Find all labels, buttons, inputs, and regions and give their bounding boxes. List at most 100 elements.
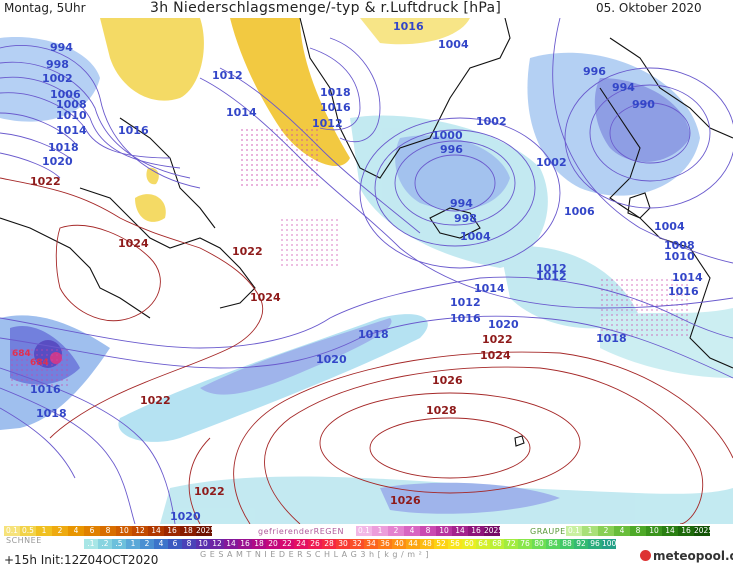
rain-area <box>200 318 392 395</box>
isobar-label: 1012 <box>536 270 567 283</box>
isobar-label: 994 <box>450 197 473 210</box>
legend-swatch: 96 <box>588 539 602 549</box>
legend-swatch: 16 <box>468 526 484 536</box>
legend-swatch: 16 <box>678 526 694 536</box>
isobar-label: 996 <box>440 143 463 156</box>
baffin-coast <box>119 117 216 229</box>
labrador-coast <box>79 187 256 309</box>
isobars-high <box>0 177 733 524</box>
isobar-label: 1004 <box>460 230 491 243</box>
isobar-label: 1000 <box>432 129 463 142</box>
meteopool-logo[interactable]: meteopool.org <box>640 549 733 563</box>
isobar-label: 1018 <box>36 407 67 420</box>
legend-swatch: 14 <box>148 526 164 536</box>
legend-swatch: 60 <box>462 539 476 549</box>
legend-swatch: 0.1 <box>356 526 372 536</box>
greenland-coast <box>299 18 511 179</box>
legend-swatch: 24 <box>294 539 308 549</box>
isobar-label: 1026 <box>432 374 463 387</box>
weather-map[interactable]: 994 998 1002 1006 1008 1010 1014 1016 10… <box>0 18 733 524</box>
isobar-label: 1016 <box>118 124 149 137</box>
legend-swatch: 6 <box>84 526 100 536</box>
legend-swatch: 80 <box>532 539 546 549</box>
isobar-label: 684 <box>30 358 49 368</box>
isobar-label: 1014 <box>226 106 257 119</box>
isobar-label: 1006 <box>564 205 595 218</box>
iceland-coast <box>429 207 481 239</box>
isobar-label: 1004 <box>438 38 469 51</box>
legend-swatch: 4 <box>404 526 420 536</box>
legend-swatch: 30 <box>336 539 350 549</box>
isobar-labels-red: 1022 1024 1022 1024 1022 1024 1026 1028 … <box>12 175 513 507</box>
isobar-label: 684 <box>12 349 31 359</box>
legend-swatch: 18 <box>180 526 196 536</box>
legend-swatch: 1 <box>582 526 598 536</box>
snow-label: SCHNEE <box>6 536 42 545</box>
legend-swatch: .2 <box>98 539 112 549</box>
map-title: 3h Niederschlagsmenge/-typ & r.Luftdruck… <box>150 0 502 16</box>
legend-swatch: 1 <box>126 539 140 549</box>
legend-swatch: 0.1 <box>4 526 20 536</box>
legend-swatch: 14 <box>662 526 678 536</box>
legend-swatch: 0.1 <box>566 526 582 536</box>
isobar-label: 1020 <box>170 510 201 523</box>
isobar-label: 1020 <box>42 155 73 168</box>
legend-swatch: 4 <box>614 526 630 536</box>
isobar-label: 1026 <box>390 494 421 507</box>
legend-swatch: 2025+ <box>694 526 710 536</box>
logo-text: meteopool.org <box>653 549 733 563</box>
legend-swatch: 2025+ <box>484 526 500 536</box>
legend-swatch: 68 <box>490 539 504 549</box>
isobar-label: 1018 <box>320 86 351 99</box>
total-precip-label: G E S A M T N I E D E R S C H L A G 3 h … <box>200 550 429 559</box>
isobar-label: 1022 <box>482 333 513 346</box>
snow-area <box>135 194 166 222</box>
isobar-label: 1016 <box>450 312 481 325</box>
rain-scale: .1.2.5 1 2 4 6 8 10 12 14 16 18 20 22 24 26 28 30 32 34 36 4… <box>84 539 616 549</box>
isobar-label: 1024 <box>118 237 149 250</box>
legend-swatch: 2 <box>140 539 154 549</box>
ireland-coast <box>627 192 651 219</box>
freezing-rain-layer <box>10 128 690 388</box>
isobar-label: 1018 <box>596 332 627 345</box>
legend-swatch: 0.5 <box>20 526 36 536</box>
rain-area <box>594 78 690 162</box>
isobar-label: 1022 <box>30 175 61 188</box>
isobar-label: 996 <box>583 65 606 78</box>
isobar-label: 1014 <box>56 124 87 137</box>
isobar-label: 1012 <box>312 117 343 130</box>
legend-swatch: 2 <box>388 526 404 536</box>
isobar-label: 1012 <box>450 296 481 309</box>
valid-date-label: 05. Oktober 2020 <box>596 1 702 15</box>
legend-swatch: 10 <box>646 526 662 536</box>
freezing-rain-scale: 0.112481014162025+ <box>356 526 500 536</box>
hudson-coast <box>0 217 151 319</box>
snow-scale: 0.10.51246810121416182025+ <box>4 526 212 536</box>
legend-swatch: 10 <box>196 539 210 549</box>
isobar-label: 1022 <box>194 485 225 498</box>
isobar-label: 1002 <box>536 156 567 169</box>
legend-swatch: 12 <box>210 539 224 549</box>
legend-swatch: 2 <box>52 526 68 536</box>
legend-swatch: 4 <box>68 526 84 536</box>
legend-swatch: 32 <box>350 539 364 549</box>
legend-swatch: 1 <box>36 526 52 536</box>
legend-swatch: 84 <box>546 539 560 549</box>
legend-swatch: 48 <box>420 539 434 549</box>
isobar-label: 1022 <box>232 245 263 258</box>
freezing-rain-label: gefrierenderREGEN <box>258 527 344 536</box>
isobar-label: 1002 <box>42 72 73 85</box>
snow-area <box>100 18 204 101</box>
legend-swatch: 8 <box>420 526 436 536</box>
init-time-label: +15h Init:12Z04OCT2020 <box>4 553 159 567</box>
legend-swatch: 88 <box>560 539 574 549</box>
rain-area <box>395 135 510 210</box>
legend-swatch: 20 <box>266 539 280 549</box>
scandinavia-coast <box>609 37 733 139</box>
legend-swatch: 64 <box>476 539 490 549</box>
isobar-label: 1024 <box>250 291 281 304</box>
legend-swatch: 26 <box>308 539 322 549</box>
legend-swatch: 12 <box>132 526 148 536</box>
island-coast <box>514 435 525 447</box>
isobar-label: 990 <box>632 98 655 111</box>
